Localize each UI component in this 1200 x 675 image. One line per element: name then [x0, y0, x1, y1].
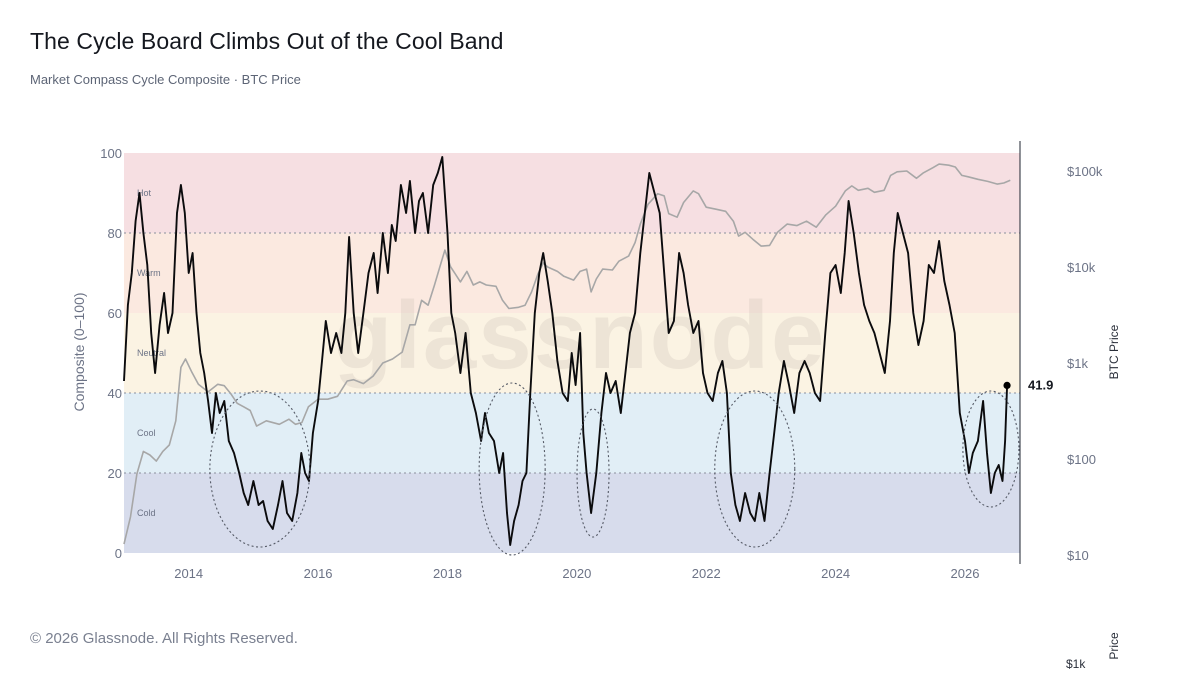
chart-title: The Cycle Board Climbs Out of the Cool B…	[30, 28, 504, 54]
y2-tick-label: $1k	[1067, 356, 1088, 371]
copyright-footer: © 2026 Glassnode. All Rights Reserved.	[30, 630, 298, 647]
x-axis-ticks: 2014 2016 2018 2020 2022 2024 2026	[174, 566, 979, 581]
x-tick-label: 2018	[433, 566, 462, 581]
y-tick-label: 40	[108, 386, 122, 401]
clipped-price-tick: $1k	[1066, 657, 1086, 671]
cycle-low-marker	[714, 390, 796, 548]
y2-tick-label: $10k	[1067, 260, 1096, 275]
band-cold	[124, 473, 1020, 553]
composite-series-layer	[123, 156, 1009, 546]
band-label-hot: Hot	[137, 188, 152, 198]
last-value-marker: 41.9	[1003, 377, 1053, 392]
last-value-label: 41.9	[1028, 377, 1053, 392]
y2-axis-ticks: $10 $100 $1k $10k $100k	[1067, 164, 1103, 563]
band-label-neutral: Neutral	[137, 348, 166, 358]
band-gridlines	[124, 232, 1020, 474]
y-tick-label: 100	[100, 146, 122, 161]
cycle-low-marker	[209, 390, 311, 548]
price-series-layer	[123, 163, 1011, 545]
y-axis-label: Composite (0–100)	[71, 292, 87, 411]
cycle-low-marker	[478, 382, 546, 556]
x-tick-label: 2016	[304, 566, 333, 581]
last-value-dot	[1003, 381, 1011, 389]
x-tick-label: 2026	[951, 566, 980, 581]
x-tick-label: 2014	[174, 566, 203, 581]
band-label-cold: Cold	[137, 508, 156, 518]
cycle-low-marker	[576, 408, 610, 538]
cycle-low-markers	[209, 382, 1020, 556]
y2-tick-label: $100	[1067, 452, 1096, 467]
band-hot	[124, 153, 1020, 233]
y-tick-label: 20	[108, 466, 122, 481]
band-label-warm: Warm	[137, 268, 161, 278]
x-tick-label: 2024	[821, 566, 850, 581]
band-warm	[124, 233, 1020, 313]
x-tick-label: 2022	[692, 566, 721, 581]
x-tick-label: 2020	[562, 566, 591, 581]
band-labels: Hot Warm Neutral Cool Cold	[137, 188, 166, 518]
band-label-cool: Cool	[137, 428, 156, 438]
y2-tick-label: $100k	[1067, 164, 1103, 179]
y-axis-ticks: 0 20 40 60 80 100	[100, 146, 122, 561]
chart-subtitle: Market Compass Cycle Composite · BTC Pri…	[30, 72, 301, 87]
y2-axis-label: BTC Price	[1107, 324, 1121, 379]
y-tick-label: 0	[115, 546, 122, 561]
cycle-low-marker	[962, 390, 1020, 508]
clipped-axis-label: Price	[1107, 632, 1121, 660]
y-tick-label: 80	[108, 226, 122, 241]
y-tick-label: 60	[108, 306, 122, 321]
y2-tick-label: $10	[1067, 548, 1089, 563]
band-cool	[124, 393, 1020, 473]
composite-line	[123, 156, 1009, 546]
btc-price-line	[123, 163, 1011, 545]
